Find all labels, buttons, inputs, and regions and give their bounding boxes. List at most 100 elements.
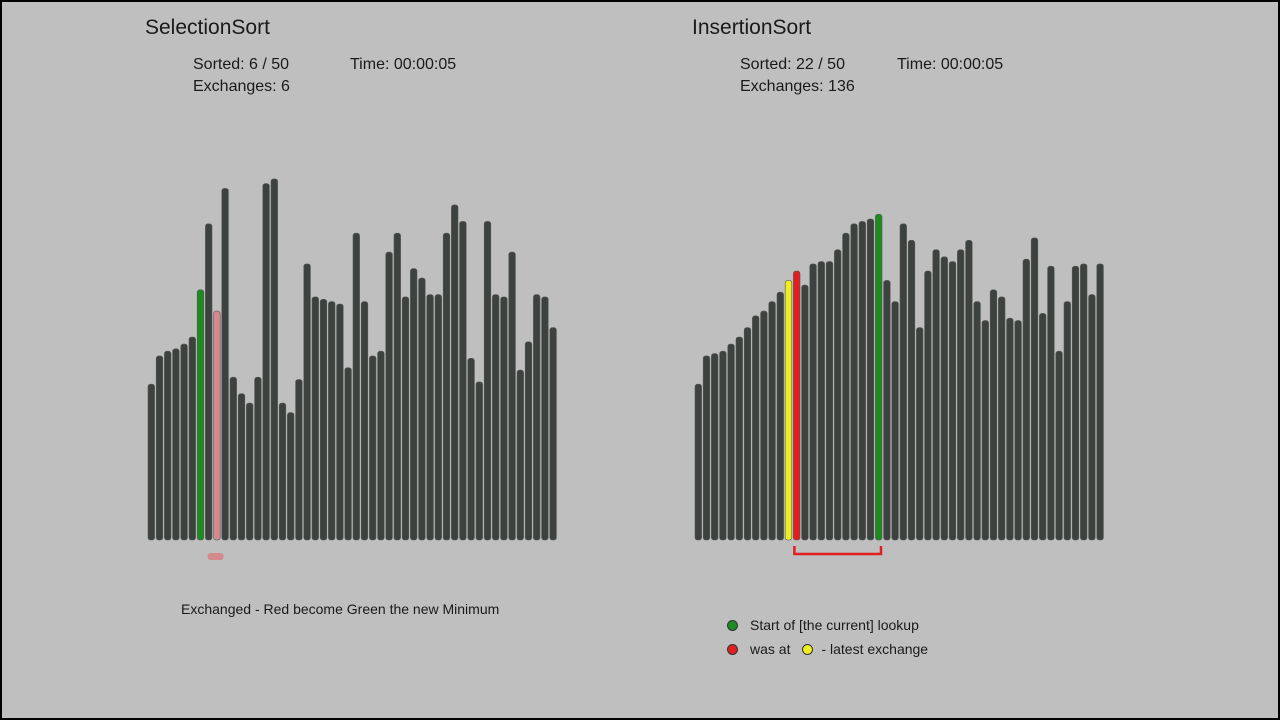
insertion-bar-15	[817, 261, 825, 541]
selection-bar-5	[188, 336, 196, 541]
legend-latest-label: - latest exchange	[821, 641, 929, 657]
insertion-bar-19	[850, 223, 858, 541]
selection-bar-8	[213, 310, 221, 541]
insertion-sorted-count: Sorted: 22 / 50	[740, 56, 845, 73]
insertion-bar-30	[940, 256, 948, 541]
selection-bar-38	[459, 221, 467, 541]
selection-bar-4	[180, 343, 188, 541]
legend-row-start: Start of [the current] lookup	[727, 617, 919, 633]
selection-bar-24	[344, 367, 352, 541]
selection-sorted-count: Sorted: 6 / 50	[193, 56, 290, 73]
insertion-bar-9	[768, 301, 776, 541]
selection-bar-1	[155, 355, 164, 541]
insertion-bar-33	[965, 240, 973, 541]
insertion-bar-41	[1030, 237, 1039, 541]
selection-bar-14	[262, 183, 270, 541]
insertion-bar-chart	[694, 214, 1104, 556]
insertion-bar-25	[899, 223, 907, 541]
selection-bar-9	[221, 188, 229, 541]
insertion-bar-5	[735, 336, 743, 541]
selection-bar-15	[270, 178, 278, 541]
insertion-lookup-bracket	[793, 546, 883, 556]
selection-bar-2	[164, 350, 172, 541]
insertion-bar-13	[801, 284, 809, 541]
insertion-bar-40	[1022, 258, 1030, 541]
legend-start-label: Start of [the current] lookup	[750, 617, 919, 633]
legend-row-exchange: was at - latest exchange	[727, 641, 928, 657]
selection-bar-28	[377, 350, 385, 541]
selection-bar-41	[483, 221, 492, 541]
insertion-bar-42	[1039, 313, 1047, 541]
selection-bar-25	[352, 232, 360, 541]
insertion-bar-24	[891, 301, 899, 541]
selection-bar-31	[401, 296, 410, 541]
selection-bar-49	[549, 327, 557, 541]
selection-bar-48	[541, 296, 549, 541]
selection-bar-45	[516, 369, 524, 541]
selection-bar-20	[311, 296, 319, 541]
insertion-bar-27	[916, 327, 924, 541]
selection-bar-7	[205, 223, 213, 541]
selection-bar-10	[229, 376, 237, 541]
insertion-bar-8	[760, 310, 768, 541]
selection-bar-43	[500, 296, 508, 541]
insertion-bar-28	[924, 270, 932, 541]
insertion-bar-17	[834, 249, 842, 541]
insertion-bar-36	[989, 289, 998, 541]
insertion-bar-1	[702, 355, 711, 541]
insertion-timer: Time: 00:00:05	[897, 56, 1004, 73]
red-dot-icon	[727, 643, 738, 655]
insertion-bar-12	[793, 270, 801, 541]
insertion-bar-20	[858, 221, 866, 541]
insertion-bar-47	[1080, 263, 1088, 541]
insertion-bar-46	[1071, 265, 1080, 541]
insertion-exchanges-count: Exchanges: 136	[740, 78, 855, 95]
selection-bar-40	[475, 381, 483, 541]
insertion-bar-34	[973, 301, 981, 541]
insertion-bar-49	[1096, 263, 1104, 541]
selection-bar-3	[172, 348, 180, 541]
insertion-bar-35	[981, 320, 989, 541]
selection-bar-32	[410, 268, 418, 541]
selection-bar-27	[369, 355, 377, 541]
selection-bar-12	[246, 402, 254, 541]
insertion-bar-23	[883, 280, 891, 541]
selection-bar-23	[336, 303, 344, 541]
selection-bar-17	[287, 412, 295, 541]
selection-bar-13	[254, 376, 262, 541]
insertion-bar-26	[907, 240, 916, 541]
insertion-bar-4	[727, 343, 735, 541]
insertion-bar-14	[809, 263, 817, 541]
insertion-bar-10	[776, 291, 784, 541]
selection-bar-19	[303, 263, 311, 541]
selection-bar-44	[508, 251, 516, 541]
insertion-bar-45	[1063, 301, 1071, 541]
selection-bar-47	[533, 294, 541, 541]
selection-bar-29	[385, 251, 393, 541]
insertion-bar-43	[1047, 265, 1055, 541]
selection-bar-39	[467, 357, 475, 541]
insertion-bar-6	[743, 327, 752, 541]
insertion-bar-2	[711, 353, 719, 541]
selection-bar-18	[295, 379, 303, 541]
selection-bar-34	[426, 294, 434, 541]
legend-was-at-label: was at	[750, 641, 791, 657]
selection-timer: Time: 00:00:05	[350, 56, 457, 73]
yellow-dot-icon	[802, 643, 814, 655]
insertion-bar-3	[719, 350, 727, 541]
selection-bar-0	[147, 383, 155, 541]
selection-bar-30	[393, 232, 401, 541]
selection-bar-6	[196, 289, 205, 541]
selection-bar-33	[418, 277, 426, 541]
green-dot-icon	[727, 619, 738, 631]
insertion-sort-panel: InsertionSort Sorted: 22 / 50 Time: 00:0…	[689, 2, 1249, 718]
insertion-bar-39	[1014, 320, 1022, 541]
selection-bar-21	[319, 298, 328, 541]
insertion-bar-18	[842, 232, 850, 541]
selection-bar-46	[524, 341, 533, 541]
insertion-bar-48	[1088, 294, 1096, 541]
selection-bar-42	[492, 294, 500, 541]
selection-bar-chart	[147, 178, 557, 560]
insertion-bar-38	[1006, 317, 1014, 541]
insertion-sort-title: InsertionSort	[692, 16, 812, 39]
